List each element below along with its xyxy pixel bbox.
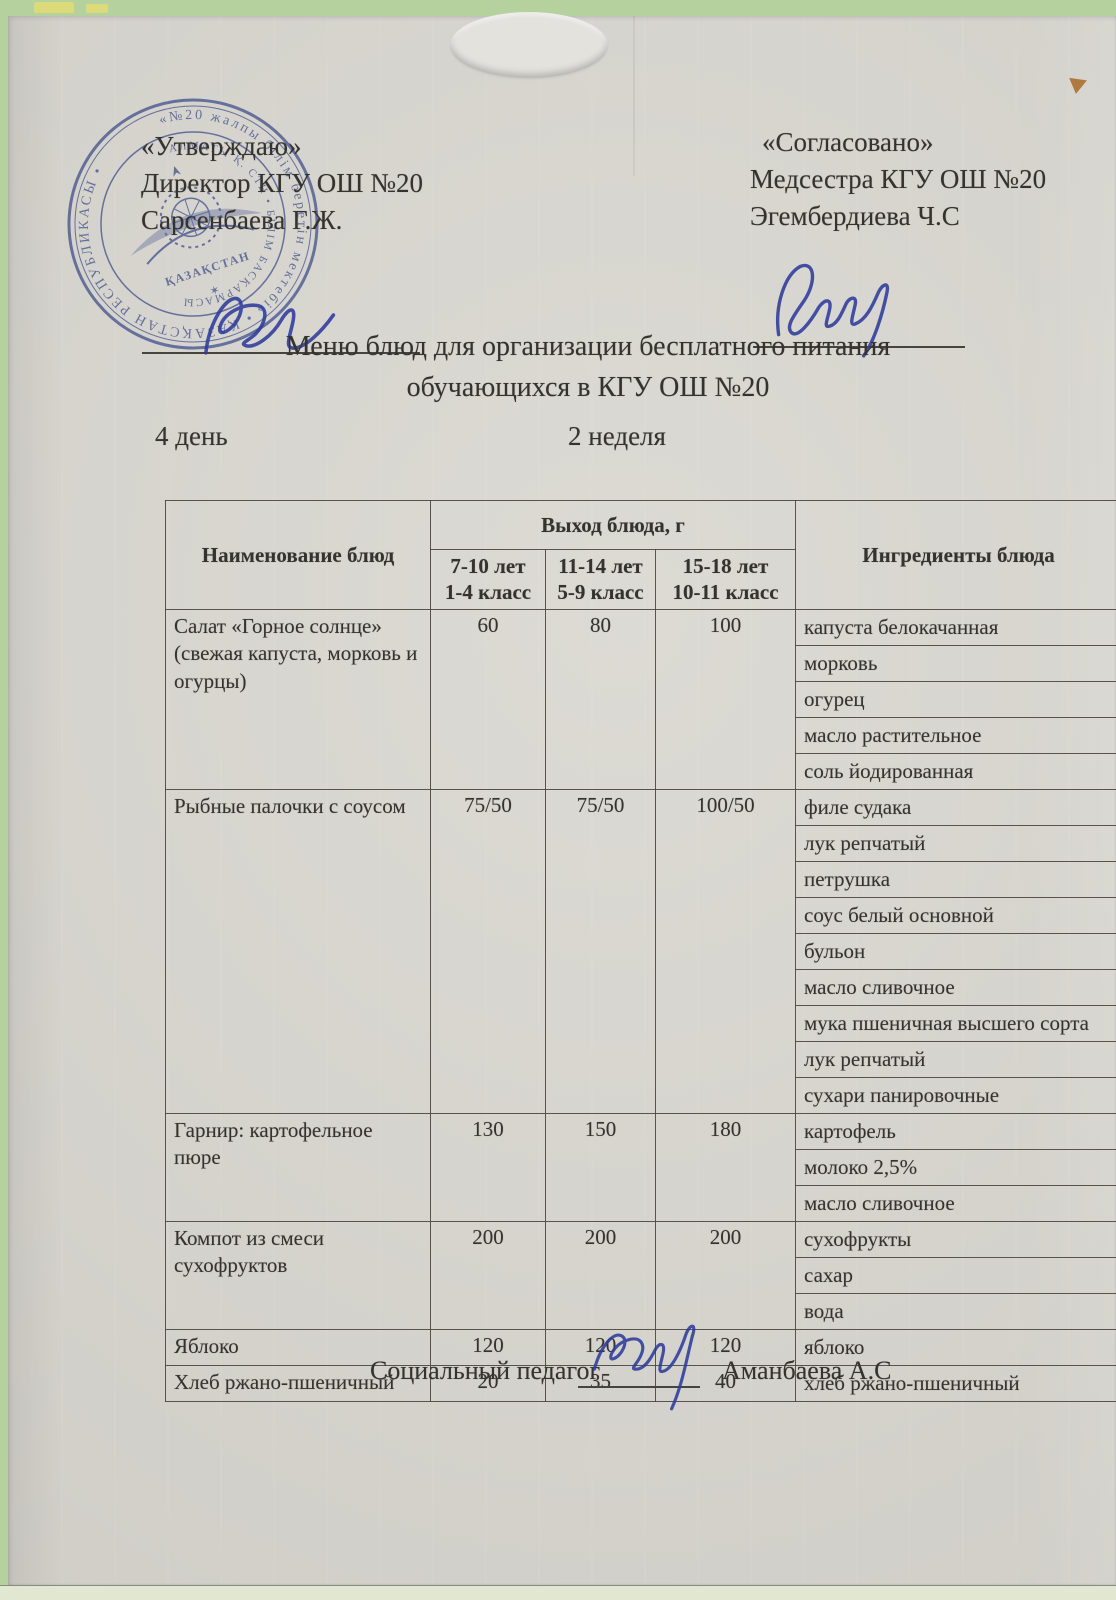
portion-value-cell: 100 [655,608,796,790]
col-header-age3: 15-18 лет 10-11 класс [655,549,796,610]
col-header-age1: 7-10 лет 1-4 класс [430,549,546,610]
ingredient-cell: масло растительное [795,716,1116,754]
sleeve-crease [633,16,635,176]
class-range: 5-9 класс [557,580,644,605]
portion-value-cell: 75/50 [430,788,546,1114]
ingredient-cell: хлеб ржано-пшеничный [795,1364,1116,1402]
menu-row-segment: мука пшеничная высшего сорта [166,1004,1116,1042]
ingredient-cell: соус белый основной [795,896,1116,934]
approval-block-right: «Согласовано» Медсестра КГУ ОШ №20 Эгемб… [750,124,1046,235]
header-row-2: 7-10 лет 1-4 класс 11-14 лет 5-9 класс 1… [166,549,1116,610]
signature-line [578,1386,700,1388]
portion-value-cell: 120 [430,1328,546,1366]
document-title: Меню блюд для организации бесплатного пи… [60,326,1116,408]
menu-row-segment: масло сливочное [166,968,1116,1006]
menu-row-segment: масло растительное [166,716,1116,754]
tape-mark [34,2,74,13]
ingredient-cell: картофель [795,1112,1116,1150]
menu-row-segment: Компот из смеси сухофруктов 200 200 200 сухо… [165,1220,1116,1330]
menu-row-segment: масло сливочное [166,1184,1116,1222]
portion-value-cell: 75/50 [545,788,656,1114]
menu-row-segment: сахар [166,1256,1116,1294]
approval-name: Сарсенбаева Г.Ж. [141,205,343,235]
portion-value-cell: 200 [545,1220,656,1330]
dish-name-cell: Хлеб ржано-пшеничный [165,1364,431,1402]
col-header-output: Выход блюда, г [430,500,796,550]
menu-row-segment: Яблоко 120 120 120 яблоко [165,1328,1116,1366]
menu-row-segment: огурец [166,680,1116,718]
ingredient-cell: огурец [795,680,1116,718]
ingredient-cell: мука пшеничная высшего сорта [795,1004,1116,1042]
ingredient-cell: сахар [795,1256,1116,1294]
ingredient-cell: капуста белокачанная [795,608,1116,646]
ingredient-cell: лук репчатый [795,1040,1116,1078]
ingredient-cell: лук репчатый [795,824,1116,862]
menu-row-segment: петрушка [166,860,1116,898]
menu-row-segment: вода [166,1292,1116,1330]
portion-value-cell: 180 [655,1112,796,1222]
portion-value-cell: 200 [430,1220,546,1330]
dish-name-cell: Салат «Горное солнце» (свежая капуста, м… [165,608,431,790]
col-header-ingredients: Ингредиенты блюда [795,500,1116,610]
menu-row-segment: соль йодированная [166,752,1116,790]
menu-row-segment: Рыбные палочки с соусом 75/50 75/50 100/50 ф… [165,788,1116,1114]
ingredient-cell: вода [795,1292,1116,1330]
portion-value-cell: 100/50 [655,788,796,1114]
age-range: 7-10 лет [450,554,526,578]
approval-quote: «Согласовано» [762,127,934,157]
col-header-age2: 11-14 лет 5-9 класс [545,549,656,610]
dish-name-cell: Рыбные палочки с соусом [165,788,431,1114]
portion-value-cell: 150 [545,1112,656,1222]
day-label: 4 день [155,421,228,451]
ingredient-cell: молоко 2,5% [795,1148,1116,1186]
header-row-1: Наименование блюд Выход блюда, г Ингреди… [165,500,1116,610]
approval-role: Медсестра КГУ ОШ №20 [750,164,1047,194]
dish-name-cell: Яблоко [165,1328,431,1366]
ingredient-cell: филе судака [795,788,1116,826]
menu-row-segment: Хлеб ржано-пшеничный 20 35 40 хлеб ржано-пше… [165,1364,1116,1402]
ingredient-cell: морковь [795,644,1116,682]
dish-name-cell: Компот из смеси сухофруктов [165,1220,431,1330]
approval-block-left: «Утверждаю» Директор КГУ ОШ №20 Сарсенба… [141,128,423,239]
class-range: 1-4 класс [444,580,532,605]
tape-mark [86,4,108,13]
dish-name-cell: Гарнир: картофельное пюре [165,1112,431,1222]
menu-table: Наименование блюд Выход блюда, г Ингреди… [165,500,1116,1402]
menu-row-segment: Салат «Горное солнце» (свежая капуста, м… [165,608,1116,790]
sleeve-bottom-edge [0,1585,1116,1600]
menu-row-segment: Гарнир: картофельное пюре 130 150 180 картоф… [165,1112,1116,1222]
portion-value-cell: 80 [545,608,656,790]
menu-row-segment: морковь [166,644,1116,682]
title-line2: обучающихся в КГУ ОШ №20 [406,372,770,403]
ingredient-cell: петрушка [795,860,1116,898]
week-label: 2 неделя [568,421,666,451]
col-header-dish: Наименование блюд [165,500,431,610]
age-range: 15-18 лет [682,554,769,578]
class-range: 10-11 класс [672,580,779,605]
age-range: 11-14 лет [558,554,643,578]
ingredient-cell: масло сливочное [795,1184,1116,1222]
ingredient-cell: соль йодированная [795,752,1116,790]
title-line1: Меню блюд для организации бесплатного пи… [285,331,891,362]
menu-row-segment: лук репчатый [166,1040,1116,1078]
portion-value-cell: 60 [430,608,546,790]
approval-quote: «Утверждаю» [141,131,302,161]
paper-defect-mark [1067,77,1087,96]
approval-role: Директор КГУ ОШ №20 [141,168,424,198]
portion-value-cell: 130 [430,1112,546,1222]
ingredient-cell: бульон [795,932,1116,970]
portion-value-cell: 200 [655,1220,796,1330]
footer-person-name: Аманбаева А.С [722,1356,892,1385]
menu-row-segment: молоко 2,5% [166,1148,1116,1186]
portion-value-cell: 20 [430,1364,546,1402]
footer-role-label: Социальный педагог [370,1356,601,1385]
sleeve-thumb-hole [450,12,608,78]
ingredient-cell: сухари панировочные [795,1076,1116,1114]
ingredient-cell: масло сливочное [795,968,1116,1006]
approval-name: Эгембердиева Ч.С [750,201,960,231]
ingredient-cell: сухофрукты [795,1220,1116,1258]
menu-row-segment: бульон [166,932,1116,970]
